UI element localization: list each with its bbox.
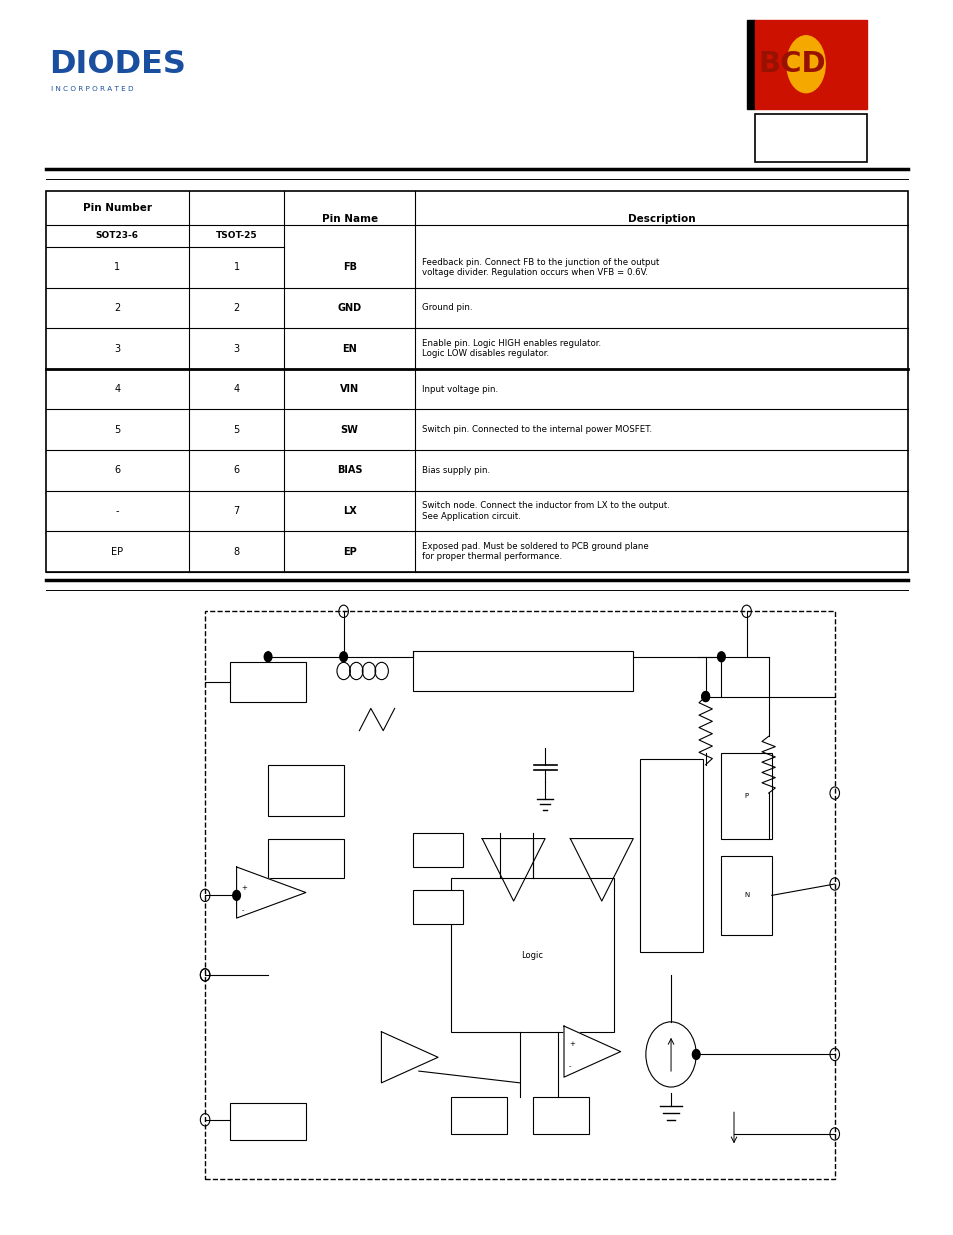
Circle shape — [233, 890, 240, 900]
Text: 5: 5 — [233, 425, 239, 435]
Text: 7: 7 — [233, 506, 239, 516]
Bar — [268, 839, 343, 878]
Text: 2: 2 — [233, 303, 239, 312]
Bar — [230, 662, 306, 703]
Circle shape — [692, 1050, 700, 1060]
Text: -: - — [568, 1063, 571, 1070]
Text: BCD: BCD — [758, 51, 825, 78]
Text: Input voltage pin.: Input voltage pin. — [421, 384, 497, 394]
Bar — [532, 1097, 589, 1134]
Text: Description: Description — [627, 214, 695, 225]
Text: GND: GND — [337, 303, 361, 312]
Text: Switch pin. Connected to the internal power MOSFET.: Switch pin. Connected to the internal po… — [421, 425, 651, 435]
Text: 5: 5 — [114, 425, 120, 435]
Circle shape — [701, 692, 709, 701]
Text: Bias supply pin.: Bias supply pin. — [421, 466, 489, 474]
Ellipse shape — [786, 36, 824, 93]
Text: DIODES: DIODES — [50, 48, 186, 80]
Polygon shape — [570, 839, 633, 902]
Text: N: N — [743, 893, 748, 898]
Text: 8: 8 — [233, 547, 239, 557]
Bar — [746, 20, 754, 109]
Text: LX: LX — [342, 506, 356, 516]
Bar — [639, 760, 701, 952]
Text: 4: 4 — [233, 384, 239, 394]
Text: Enable pin. Logic HIGH enables regulator.
Logic LOW disables regulator.: Enable pin. Logic HIGH enables regulator… — [421, 338, 600, 358]
Text: VIN: VIN — [339, 384, 359, 394]
Text: I N C O R P O R A T E D: I N C O R P O R A T E D — [51, 86, 133, 91]
Bar — [413, 889, 463, 924]
Text: EP: EP — [342, 547, 356, 557]
Bar — [413, 651, 633, 690]
Text: 6: 6 — [114, 466, 120, 475]
Text: Switch node. Connect the inductor from LX to the output.
See Application circuit: Switch node. Connect the inductor from L… — [421, 501, 669, 521]
Bar — [720, 753, 771, 839]
Polygon shape — [563, 1026, 620, 1077]
Text: -: - — [115, 506, 119, 516]
Text: Pin Number: Pin Number — [83, 203, 152, 214]
Text: Pin Name: Pin Name — [321, 214, 377, 225]
Text: P: P — [743, 793, 748, 799]
Bar — [413, 832, 463, 867]
Text: Feedback pin. Connect FB to the junction of the output
voltage divider. Regulati: Feedback pin. Connect FB to the junction… — [421, 258, 659, 277]
Text: Ground pin.: Ground pin. — [421, 304, 472, 312]
Text: -: - — [241, 908, 244, 914]
Text: 3: 3 — [233, 343, 239, 353]
Polygon shape — [381, 1031, 437, 1083]
Circle shape — [339, 652, 347, 662]
Text: FB: FB — [342, 262, 356, 272]
Text: 3: 3 — [114, 343, 120, 353]
Text: SW: SW — [340, 425, 358, 435]
Bar — [450, 878, 614, 1031]
Text: Logic: Logic — [521, 951, 543, 960]
Circle shape — [264, 652, 272, 662]
Circle shape — [717, 652, 724, 662]
Text: TSOT-25: TSOT-25 — [215, 231, 257, 241]
Bar — [754, 114, 866, 162]
Text: 6: 6 — [233, 466, 239, 475]
Text: 4: 4 — [114, 384, 120, 394]
Text: EN: EN — [342, 343, 356, 353]
Bar — [205, 611, 834, 1179]
Text: BIAS: BIAS — [336, 466, 362, 475]
Text: EP: EP — [112, 547, 123, 557]
Text: 1: 1 — [114, 262, 120, 272]
Bar — [450, 1097, 507, 1134]
Bar — [754, 20, 866, 109]
Bar — [268, 764, 343, 816]
Text: 2: 2 — [114, 303, 120, 312]
Text: 1: 1 — [233, 262, 239, 272]
Circle shape — [645, 1021, 696, 1087]
Polygon shape — [481, 839, 544, 902]
Circle shape — [701, 692, 709, 701]
Bar — [46, 191, 907, 572]
Text: +: + — [568, 1041, 575, 1047]
Bar — [230, 1103, 306, 1140]
Text: Exposed pad. Must be soldered to PCB ground plane
for proper thermal performance: Exposed pad. Must be soldered to PCB gro… — [421, 542, 648, 561]
Polygon shape — [236, 867, 306, 918]
Bar — [720, 856, 771, 935]
Text: SOT23-6: SOT23-6 — [95, 231, 139, 241]
Text: +: + — [241, 884, 247, 890]
